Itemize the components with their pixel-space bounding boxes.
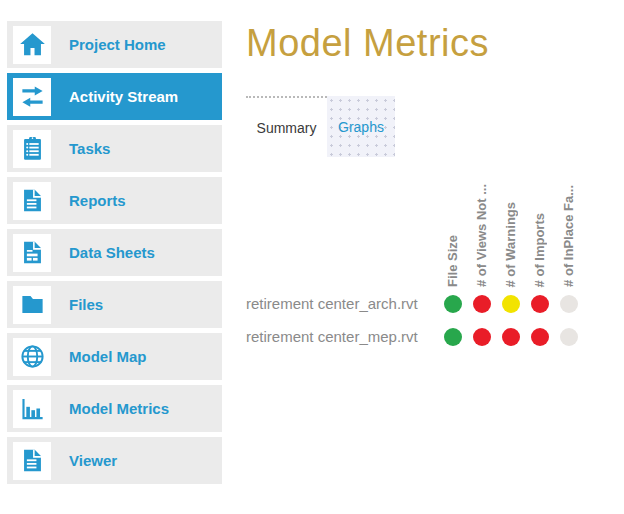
matrix-column-header: # of Views Not ... (467, 184, 496, 287)
sidebar-item-label: Files (69, 296, 103, 313)
page-title: Model Metrics (246, 22, 489, 65)
swap-arrows-icon (13, 78, 51, 116)
sidebar-item-label: Project Home (69, 36, 166, 53)
document-lines-icon (13, 442, 51, 480)
sidebar-item-label: Model Map (69, 348, 147, 365)
tab-bar: Summary Graphs (246, 96, 395, 157)
matrix-cell (496, 295, 525, 313)
model-file-name: retirement center_mep.rvt (246, 328, 438, 345)
matrix-column-header: File Size (438, 235, 467, 287)
matrix-cell (496, 328, 525, 346)
matrix-column-header: # of Imports (525, 213, 554, 287)
sidebar-item-data-sheets[interactable]: Data Sheets (7, 229, 222, 276)
sidebar-item-label: Data Sheets (69, 244, 155, 261)
status-dot-gray[interactable] (560, 295, 578, 313)
matrix-cell (554, 295, 583, 313)
tab-graphs[interactable]: Graphs (327, 96, 395, 157)
document-lines-icon (13, 182, 51, 220)
tab-summary[interactable]: Summary (246, 96, 327, 157)
sidebar: Project Home Activity Stream Tasks (7, 21, 222, 489)
status-dot-red[interactable] (473, 328, 491, 346)
sidebar-item-label: Activity Stream (69, 88, 178, 105)
sidebar-item-viewer[interactable]: Viewer (7, 437, 222, 484)
status-dot-green[interactable] (444, 328, 462, 346)
status-dot-green[interactable] (444, 295, 462, 313)
matrix-cell (554, 328, 583, 346)
status-dot-red[interactable] (502, 328, 520, 346)
status-dot-red[interactable] (531, 295, 549, 313)
sidebar-item-label: Tasks (69, 140, 110, 157)
sidebar-item-label: Viewer (69, 452, 117, 469)
sidebar-item-model-metrics[interactable]: Model Metrics (7, 385, 222, 432)
sidebar-item-project-home[interactable]: Project Home (7, 21, 222, 68)
status-dot-red[interactable] (531, 328, 549, 346)
matrix-cell (438, 295, 467, 313)
globe-icon (13, 338, 51, 376)
model-file-name: retirement center_arch.rvt (246, 295, 438, 312)
home-icon (13, 26, 51, 64)
matrix-cell (438, 328, 467, 346)
matrix-cell (467, 295, 496, 313)
matrix-cell (525, 328, 554, 346)
document-table-icon (13, 234, 51, 272)
sidebar-item-model-map[interactable]: Model Map (7, 333, 222, 380)
model-metrics-page: { "colors": { "accent_blue": "#2598CE", … (0, 0, 624, 514)
status-dot-red[interactable] (473, 295, 491, 313)
matrix-column-header: # of Warnings (496, 202, 525, 287)
matrix-rows: retirement center_arch.rvt retirement cen… (246, 287, 583, 353)
status-dot-gray[interactable] (560, 328, 578, 346)
sidebar-item-files[interactable]: Files (7, 281, 222, 328)
clipboard-icon (13, 130, 51, 168)
sidebar-item-tasks[interactable]: Tasks (7, 125, 222, 172)
sidebar-item-reports[interactable]: Reports (7, 177, 222, 224)
bar-chart-icon (13, 390, 51, 428)
matrix-row: retirement center_arch.rvt (246, 287, 583, 320)
sidebar-item-activity-stream[interactable]: Activity Stream (7, 73, 222, 120)
matrix-cell (525, 295, 554, 313)
sidebar-item-label: Reports (69, 192, 126, 209)
folder-icon (13, 286, 51, 324)
matrix-cell (467, 328, 496, 346)
matrix-column-header: # of InPlace Fa... (554, 185, 583, 287)
status-dot-yellow[interactable] (502, 295, 520, 313)
matrix-row: retirement center_mep.rvt (246, 320, 583, 353)
sidebar-item-label: Model Metrics (69, 400, 169, 417)
matrix-column-headers: File Size# of Views Not ...# of Warnings… (438, 173, 583, 287)
